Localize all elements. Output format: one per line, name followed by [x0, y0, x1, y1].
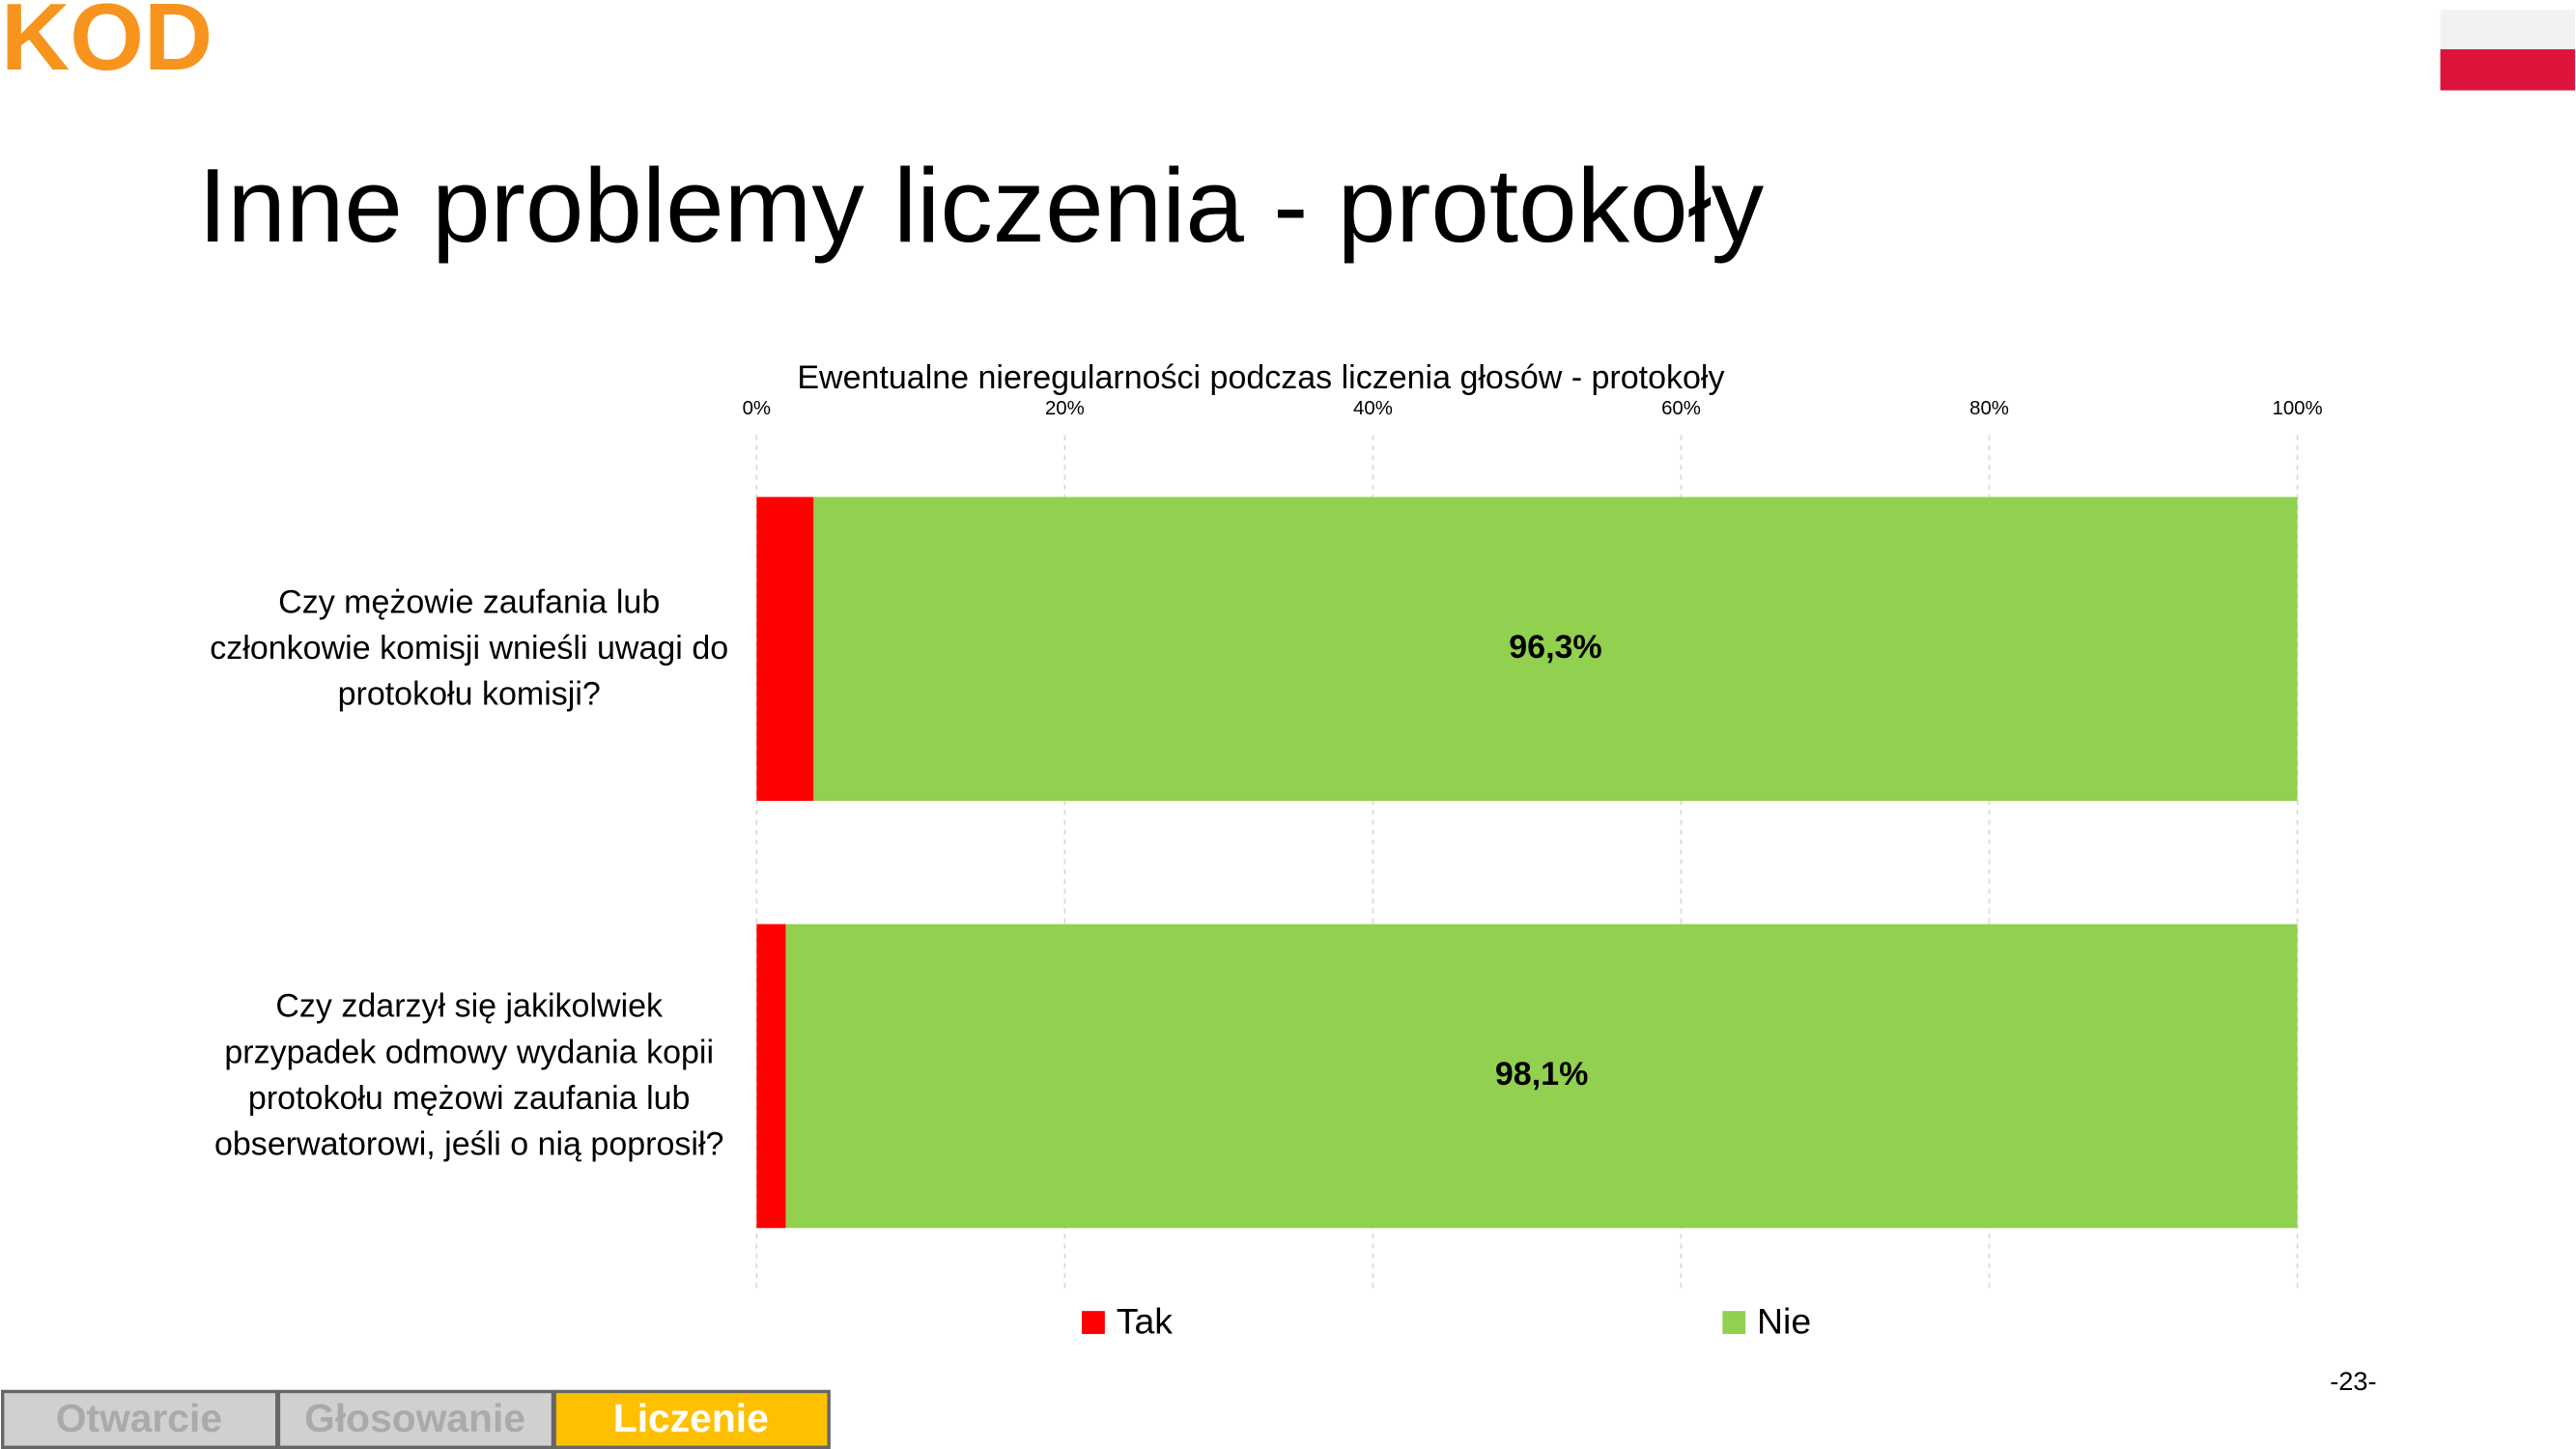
- x-tick-label: 80%: [1969, 398, 2009, 419]
- nav-tab-label: Otwarcie: [56, 1396, 222, 1440]
- category-label-box: Czy mężowie zaufania lub członkowie komi…: [210, 584, 729, 714]
- legend-swatch: [1082, 1311, 1105, 1334]
- bar-segment: [813, 497, 2298, 802]
- slide-title: Inne problemy liczenia - protokoły: [198, 147, 1765, 265]
- flag-red: [2440, 49, 2575, 91]
- x-tick-label: 100%: [2272, 398, 2322, 419]
- nav-tab: [552, 1389, 831, 1449]
- flag-white: [2440, 10, 2575, 50]
- category-label: Czy zdarzył się jakikolwiek przypadek od…: [213, 988, 724, 1164]
- category-label: Czy mężowie zaufania lub członkowie komi…: [210, 584, 729, 714]
- bar-segment: [756, 497, 814, 802]
- value-label: 98,1%: [1495, 1056, 1588, 1093]
- legend-label: Tak: [1117, 1301, 1174, 1342]
- bar-segment: [785, 923, 2298, 1229]
- chart-title: Ewentualne nieregularności podczas licze…: [797, 359, 1724, 396]
- legend-label: Nie: [1757, 1301, 1811, 1342]
- logo: KOD: [1, 0, 212, 90]
- legend-swatch: [1722, 1311, 1746, 1334]
- nav-tab: [276, 1389, 555, 1449]
- bar-segment: [756, 923, 786, 1229]
- x-tick-label: 40%: [1353, 398, 1393, 419]
- nav-tab: [1, 1389, 279, 1449]
- nav-tab-label: Liczenie: [613, 1396, 769, 1440]
- value-label: 96,3%: [1509, 629, 1601, 666]
- x-tick-label: 60%: [1661, 398, 1701, 419]
- flag: [2440, 10, 2575, 91]
- x-tick-label: 20%: [1045, 398, 1085, 419]
- page-number: -23-: [2330, 1366, 2376, 1396]
- nav-tab-label: Głosowanie: [304, 1396, 525, 1440]
- category-label-box: Czy zdarzył się jakikolwiek przypadek od…: [213, 988, 724, 1164]
- x-tick-label: 0%: [743, 398, 771, 419]
